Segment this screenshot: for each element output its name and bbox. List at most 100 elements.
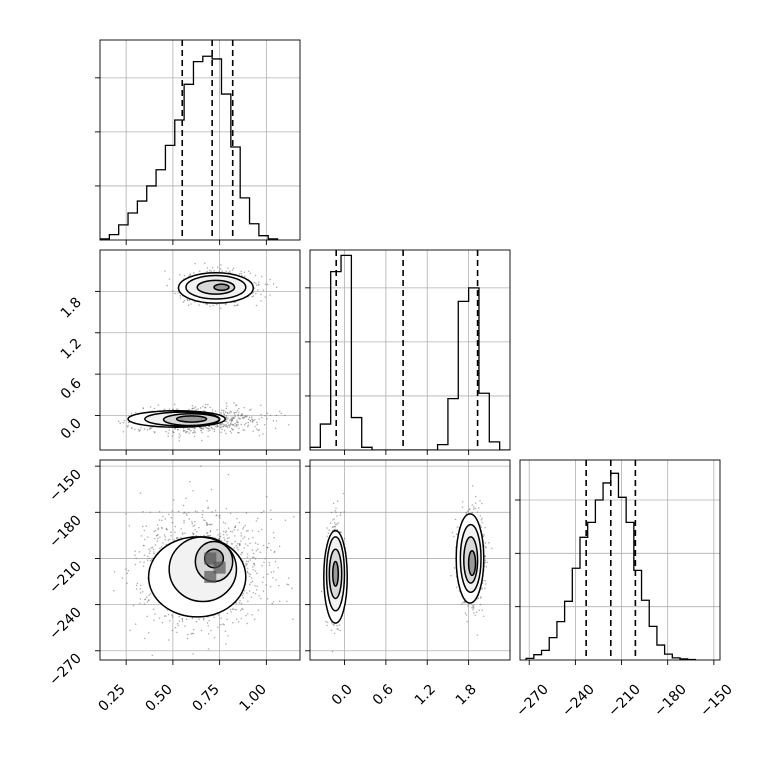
sample-point: [260, 551, 262, 553]
sample-point: [188, 305, 190, 307]
sample-point: [246, 512, 248, 514]
y-axis-param1: 0.0 0.6 1.2 1.8: [58, 295, 85, 443]
sample-point: [170, 535, 172, 537]
sample-point: [223, 522, 225, 524]
sample-point: [159, 547, 161, 549]
sample-point: [340, 514, 342, 516]
sample-point: [150, 511, 152, 513]
sample-point: [193, 432, 195, 434]
sample-point: [214, 428, 216, 430]
sample-point: [242, 595, 244, 597]
sample-point: [131, 413, 133, 415]
sample-point: [223, 531, 225, 533]
sample-point: [206, 500, 208, 502]
sample-point: [209, 407, 211, 409]
sample-point: [152, 546, 154, 548]
sample-point: [118, 421, 120, 423]
sample-point: [210, 530, 212, 532]
sample-point: [261, 565, 263, 567]
sample-point: [144, 428, 146, 430]
sample-point: [194, 521, 196, 523]
sample-point: [253, 592, 255, 594]
sample-point: [261, 417, 263, 419]
sample-point: [473, 607, 475, 609]
sample-point: [265, 584, 267, 586]
sample-point: [245, 423, 247, 425]
sample-point: [216, 304, 218, 306]
sample-point: [481, 519, 483, 521]
sample-point: [263, 576, 265, 578]
sample-point: [240, 554, 242, 556]
sample-point: [177, 429, 179, 431]
panel-frame: [520, 460, 720, 660]
sample-point: [158, 527, 160, 529]
sample-point: [252, 430, 254, 432]
sample-point: [174, 404, 176, 406]
sample-point: [256, 589, 258, 591]
sample-point: [262, 581, 264, 583]
sample-point: [233, 412, 235, 414]
sample-point: [230, 611, 232, 613]
sample-point: [227, 425, 229, 427]
sample-point: [252, 537, 254, 539]
sample-point: [176, 632, 178, 634]
sample-point: [226, 402, 228, 404]
x-tick-label: 1.8: [453, 682, 480, 709]
y-tick-label: 1.8: [58, 295, 85, 322]
sample-point: [226, 508, 228, 510]
sample-point: [472, 485, 474, 487]
sample-point: [210, 630, 212, 632]
sample-point: [336, 523, 338, 525]
sample-point: [189, 429, 191, 431]
sample-point: [162, 622, 164, 624]
sample-point: [481, 526, 483, 528]
sample-point: [462, 506, 464, 508]
sample-point: [238, 432, 240, 434]
sample-point: [227, 635, 229, 637]
sample-point: [210, 535, 212, 537]
sample-point: [278, 585, 280, 587]
sample-point: [484, 527, 486, 529]
sample-point: [220, 427, 222, 429]
sample-point: [219, 536, 221, 538]
sample-point: [234, 527, 236, 529]
sample-point: [172, 616, 174, 618]
sample-point: [234, 416, 236, 418]
sample-point: [333, 503, 335, 505]
sample-point: [142, 511, 144, 513]
sample-point: [326, 527, 328, 529]
sample-point: [238, 412, 240, 414]
sample-point: [270, 518, 272, 520]
sample-point: [172, 510, 174, 512]
sample-point: [214, 637, 216, 639]
sample-point: [153, 608, 155, 610]
sample-point: [239, 522, 241, 524]
sample-point: [211, 270, 213, 272]
sample-point: [218, 515, 220, 517]
sample-point: [273, 420, 275, 422]
sample-point: [242, 418, 244, 420]
sample-point: [228, 474, 230, 476]
sample-point: [256, 520, 258, 522]
sample-point: [263, 510, 265, 512]
sample-point: [216, 426, 218, 428]
sample-point: [171, 517, 173, 519]
sample-point: [186, 618, 188, 620]
sample-point: [481, 522, 483, 524]
sample-point: [483, 615, 485, 617]
sample-point: [202, 510, 204, 512]
sample-point: [192, 523, 194, 525]
sample-point: [201, 517, 203, 519]
sample-point: [485, 542, 487, 544]
sample-point: [150, 547, 152, 549]
sample-point: [229, 426, 231, 428]
sample-point: [334, 518, 336, 520]
sample-point: [195, 409, 197, 411]
sample-point: [474, 615, 476, 617]
sample-point: [464, 601, 466, 603]
sample-point: [198, 304, 200, 306]
sample-point: [243, 593, 245, 595]
sample-point: [242, 528, 244, 530]
panel-frame: [100, 40, 300, 240]
sample-point: [150, 406, 152, 408]
